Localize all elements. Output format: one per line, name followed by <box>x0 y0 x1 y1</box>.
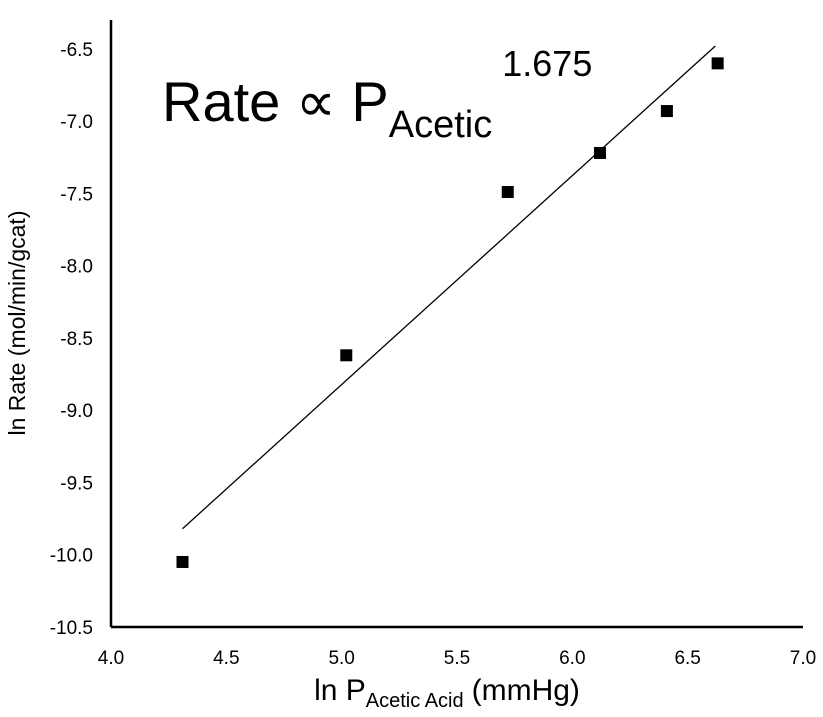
x-tick-label: 6.0 <box>559 648 585 669</box>
x-tick-label: 7.0 <box>790 648 816 669</box>
data-point <box>594 146 607 159</box>
x-tick-label: 4.0 <box>98 648 124 669</box>
y-tick-label: -8.5 <box>60 329 93 350</box>
trendline <box>182 45 716 530</box>
data-point <box>711 57 724 70</box>
chart-title-exponent: 1.675 <box>502 43 592 84</box>
y-tick-label: -10.5 <box>50 618 93 639</box>
data-point <box>501 185 514 198</box>
x-tick-label: 5.0 <box>328 648 354 669</box>
x-axis-title-unit: (mmHg) <box>472 674 580 707</box>
data-point <box>340 349 353 362</box>
y-tick-label: -9.5 <box>60 473 93 494</box>
data-point <box>660 105 673 118</box>
y-tick-label: -9.0 <box>60 401 93 422</box>
y-tick-label: -6.5 <box>60 40 93 61</box>
data-point <box>176 555 189 568</box>
chart-title: Rate ∝ PAcetic1.675 <box>162 43 592 146</box>
x-axis-title-subscript: Acetic Acid <box>366 690 464 712</box>
x-tick-label: 5.5 <box>444 648 470 669</box>
chart-title-main: Rate ∝ P <box>162 70 389 133</box>
x-tick-label: 6.5 <box>674 648 700 669</box>
x-axis-title-main: ln P <box>314 674 366 707</box>
y-axis-title: ln Rate (mol/min/gcat) <box>4 211 30 436</box>
y-tick-label: -10.0 <box>50 546 93 567</box>
chart-title-subscript: Acetic <box>389 104 492 146</box>
y-tick-label: -7.5 <box>60 184 93 205</box>
y-tick-label: -7.0 <box>60 112 93 133</box>
x-tick-label: 4.5 <box>213 648 239 669</box>
x-axis-title: ln PAcetic Acid (mmHg) <box>314 674 580 712</box>
y-tick-label: -8.0 <box>60 257 93 278</box>
